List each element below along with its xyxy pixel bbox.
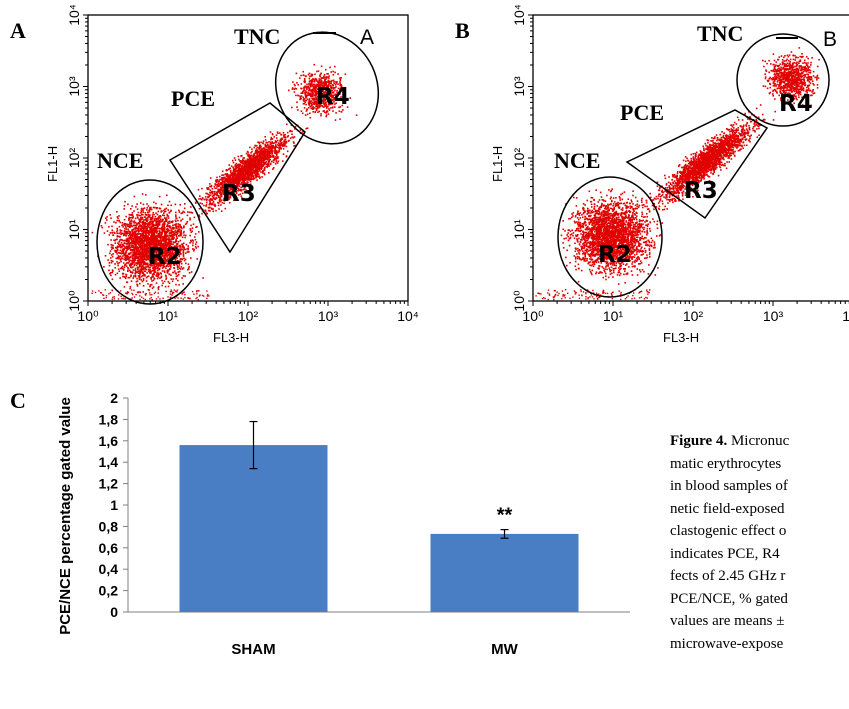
y-tick-label: 10⁴ (511, 4, 527, 26)
gate-r4-ellipse (736, 33, 830, 127)
y-tick-label: 10⁰ (66, 290, 82, 312)
y-tick-label: 1,4 (99, 454, 119, 470)
y-tick-label: 1,6 (99, 433, 119, 449)
region-label-r4: R4 (316, 84, 350, 110)
x-tick-label: 10¹ (603, 308, 624, 324)
y-tick-label: 10¹ (66, 219, 82, 240)
y-tick-label: 0,4 (99, 561, 119, 577)
caption-line: matic erythrocytes (670, 455, 782, 472)
y-tick-label: 0,6 (99, 540, 119, 556)
x-tick-label: 10⁰ (77, 308, 99, 324)
x-tick-label: 10¹ (158, 308, 179, 324)
bar-chart: PCE/NCE percentage gated value 0 0,2 0,4 0,… (57, 390, 630, 658)
bar-chart-y-axis-label: PCE/NCE percentage gated value (57, 397, 74, 635)
gate-r4-ellipse (274, 31, 380, 145)
figure-caption: Figure 4. Micronuc matic erythrocytes in… (670, 430, 849, 655)
y-tick-label: 2 (110, 390, 118, 406)
x-tick-label: 10⁰ (522, 308, 544, 324)
significance-label: ** (497, 505, 513, 527)
y-tick-label: 10² (511, 148, 527, 169)
y-tick-label: 0,8 (99, 518, 119, 534)
region-label-r3: R3 (684, 178, 718, 204)
y-axis-label: FL1-H (45, 146, 60, 182)
panel-a-letter: A (10, 18, 26, 43)
region-label-r3: R3 (222, 181, 256, 207)
caption-line-1: Micronuc (727, 433, 790, 449)
gate-label-pce: PCE (171, 86, 215, 111)
y-tick-label: 10⁴ (66, 4, 82, 26)
gate-label-tnc: TNC (234, 24, 280, 49)
caption-line: clastogenic effect o (670, 523, 787, 539)
gate-r3-polygon (625, 109, 769, 220)
y-tick-label: 0,2 (99, 583, 119, 599)
caption-line: in blood samples of (670, 478, 788, 494)
corner-tag: B (823, 28, 837, 51)
gate-r2-ellipse (96, 179, 204, 305)
x-tick-label: 10² (238, 308, 259, 324)
gate-label-nce: NCE (97, 148, 143, 173)
gate-r2-ellipse (557, 176, 663, 298)
caption-line: indicates PCE, R4 (670, 545, 780, 562)
x-axis-label: FL3-H (663, 330, 699, 345)
caption-line: values are means ± (670, 613, 785, 629)
region-label-r2: R2 (148, 244, 182, 270)
x-axis-label: FL3-H (213, 330, 249, 345)
y-tick-label: 0 (110, 604, 118, 620)
caption-title: Figure 4. (670, 433, 728, 449)
panel-b-letter: B (455, 18, 470, 43)
caption-line: microwave-expose (670, 635, 784, 652)
gate-label-pce: PCE (620, 100, 664, 125)
y-tick-label: 1,2 (99, 476, 119, 492)
bar-mw (430, 533, 579, 612)
y-tick-label: 1,8 (99, 411, 119, 427)
y-axis-label: FL1-H (490, 146, 505, 182)
y-tick-label: 10¹ (511, 219, 527, 240)
y-tick-label: 1 (110, 497, 118, 513)
region-label-r2: R2 (598, 242, 632, 268)
y-tick-label: 10² (66, 148, 82, 169)
x-tick-label: 10² (683, 308, 704, 324)
caption-line: PCE/NCE, % gated (670, 590, 788, 607)
bar-sham (179, 445, 328, 612)
y-tick-label: 10³ (66, 76, 82, 97)
y-tick-label: 10³ (511, 76, 527, 97)
x-tick-label: 10³ (318, 308, 339, 324)
gate-r3-polygon (168, 102, 306, 254)
caption-line: fects of 2.45 GHz r (670, 568, 786, 584)
x-tick-label: 10⁴ (397, 308, 419, 324)
y-tick-label: 10⁰ (511, 290, 527, 312)
gate-label-tnc: TNC (697, 21, 743, 46)
caption-line: netic field-exposed (670, 500, 785, 517)
x-tick-label: MW (491, 641, 518, 658)
dot-cloud (91, 63, 358, 301)
gate-label-nce: NCE (554, 148, 600, 173)
x-tick-label: 10⁴ (842, 308, 849, 324)
corner-tag: A (360, 26, 374, 49)
dot-cloud (535, 47, 820, 301)
x-tick-label: 10³ (763, 308, 784, 324)
region-label-r4: R4 (779, 91, 813, 117)
panel-c-letter: C (10, 388, 26, 413)
x-tick-label: SHAM (231, 641, 275, 658)
